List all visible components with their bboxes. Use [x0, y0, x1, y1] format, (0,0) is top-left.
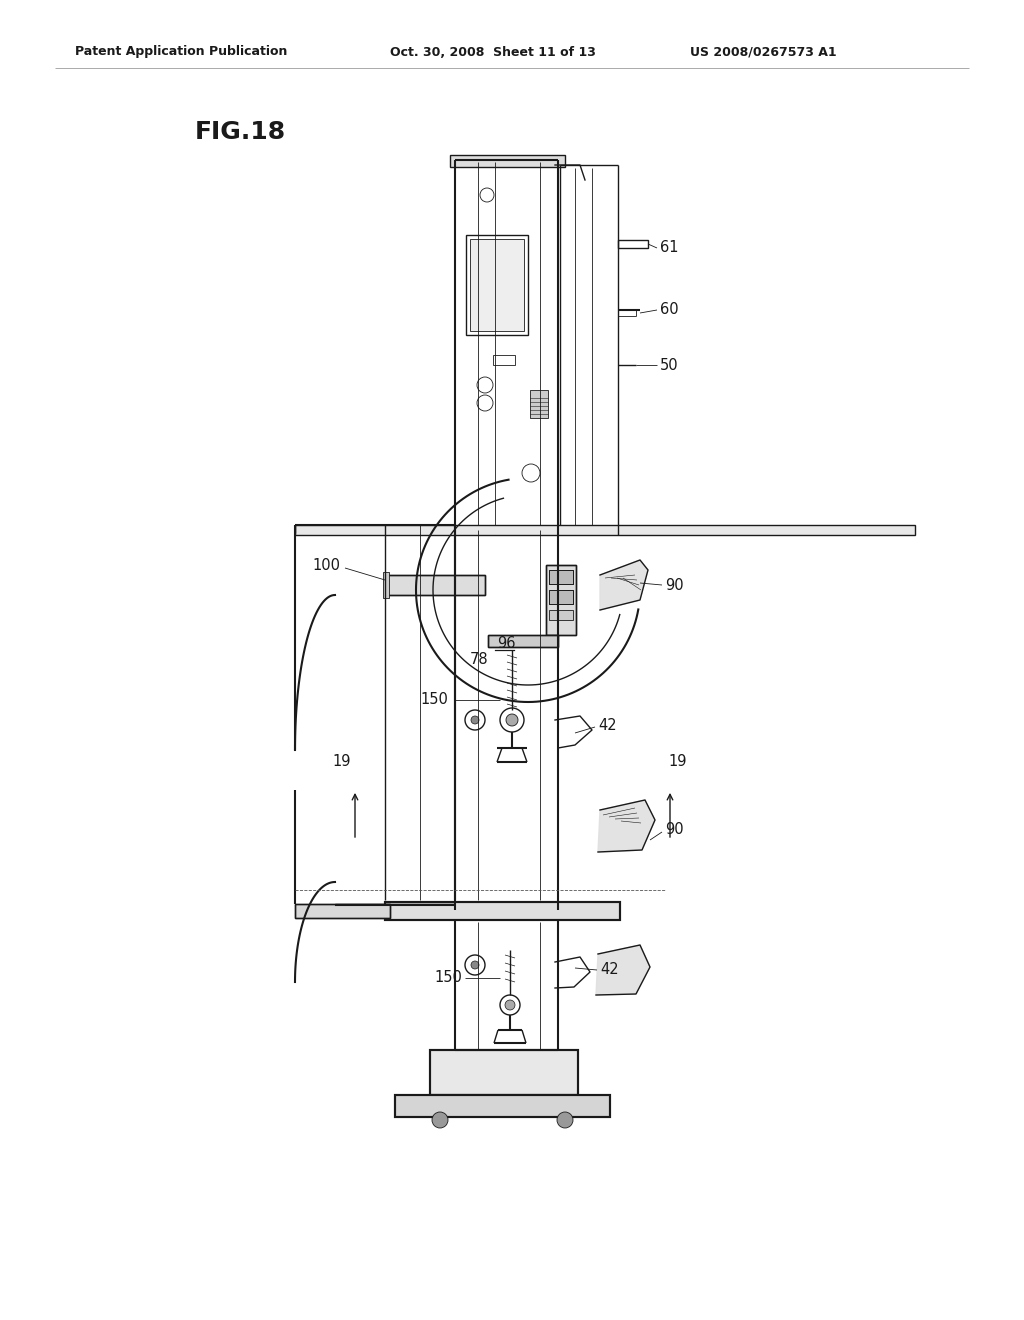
- Circle shape: [471, 961, 479, 969]
- Bar: [395, 1096, 610, 1117]
- Circle shape: [432, 1111, 449, 1129]
- Bar: [618, 240, 648, 248]
- Text: US 2008/0267573 A1: US 2008/0267573 A1: [690, 45, 837, 58]
- Text: FIG.18: FIG.18: [195, 120, 286, 144]
- Bar: [549, 590, 573, 605]
- Text: 90: 90: [665, 822, 684, 837]
- Polygon shape: [598, 800, 655, 851]
- Bar: [549, 610, 573, 620]
- Bar: [385, 902, 620, 920]
- Bar: [546, 565, 575, 635]
- Bar: [385, 576, 485, 595]
- Text: 19: 19: [668, 755, 686, 770]
- Polygon shape: [600, 560, 648, 610]
- Text: 100: 100: [312, 557, 340, 573]
- Polygon shape: [596, 945, 650, 995]
- Text: 90: 90: [665, 578, 684, 593]
- Text: 96: 96: [497, 635, 515, 651]
- Bar: [549, 570, 573, 583]
- Bar: [488, 635, 558, 647]
- Text: 60: 60: [660, 302, 679, 318]
- Bar: [383, 572, 389, 598]
- Bar: [295, 904, 390, 917]
- Bar: [450, 154, 565, 168]
- Text: 150: 150: [420, 693, 449, 708]
- Bar: [546, 565, 575, 635]
- Bar: [385, 902, 620, 920]
- Text: Patent Application Publication: Patent Application Publication: [75, 45, 288, 58]
- Text: 42: 42: [598, 718, 616, 733]
- Circle shape: [471, 715, 479, 723]
- Text: 19: 19: [332, 755, 350, 770]
- Bar: [530, 389, 548, 418]
- Bar: [430, 1049, 578, 1096]
- Circle shape: [557, 1111, 573, 1129]
- Bar: [466, 235, 528, 335]
- Circle shape: [505, 1001, 515, 1010]
- Bar: [470, 239, 524, 331]
- Text: 61: 61: [660, 240, 679, 256]
- Text: 42: 42: [600, 962, 618, 978]
- Circle shape: [506, 714, 518, 726]
- Text: 78: 78: [470, 652, 488, 668]
- Bar: [395, 1096, 610, 1117]
- Text: 150: 150: [434, 970, 462, 986]
- Bar: [430, 1049, 578, 1096]
- Bar: [385, 576, 485, 595]
- Bar: [549, 590, 573, 605]
- Bar: [295, 904, 390, 917]
- Text: 50: 50: [660, 358, 679, 372]
- Bar: [295, 525, 915, 535]
- Bar: [488, 635, 558, 647]
- Text: Oct. 30, 2008  Sheet 11 of 13: Oct. 30, 2008 Sheet 11 of 13: [390, 45, 596, 58]
- Bar: [549, 570, 573, 583]
- Bar: [493, 355, 515, 366]
